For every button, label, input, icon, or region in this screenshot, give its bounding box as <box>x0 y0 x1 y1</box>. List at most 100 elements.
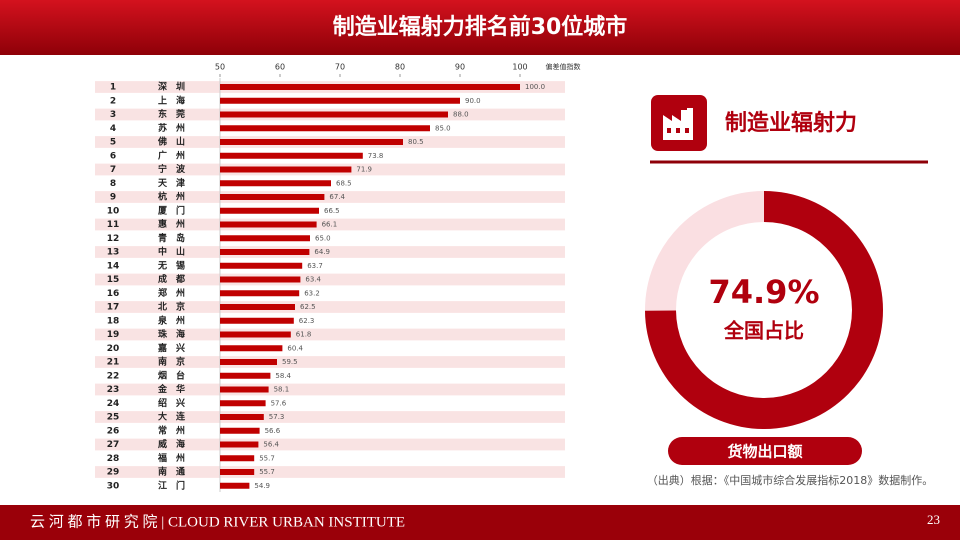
value-label: 66.5 <box>324 207 340 215</box>
city-label: 青岛 <box>158 232 194 244</box>
rank: 24 <box>107 399 120 409</box>
panel-heading: 制造业辐射力 <box>725 110 857 136</box>
city-label: 珠海 <box>158 328 194 340</box>
value-label: 54.9 <box>254 482 270 490</box>
value-label: 55.7 <box>259 468 275 476</box>
city-label: 郑州 <box>158 287 194 299</box>
city-label: 大连 <box>158 411 194 423</box>
value-label: 66.1 <box>322 221 338 229</box>
value-label: 57.3 <box>269 413 285 421</box>
value-label: 58.1 <box>274 386 290 394</box>
bar <box>220 249 310 255</box>
city-label: 烟台 <box>158 369 194 381</box>
city-label: 南京 <box>158 356 194 368</box>
rank: 30 <box>107 481 120 491</box>
bar <box>220 414 264 420</box>
rank: 8 <box>110 179 116 189</box>
x-tick-label: 70 <box>335 63 345 72</box>
bar <box>220 97 460 104</box>
city-label: 无锡 <box>157 259 194 271</box>
city-label: 中山 <box>158 246 194 258</box>
bar <box>220 441 259 448</box>
value-label: 63.4 <box>305 276 321 284</box>
city-label: 福州 <box>157 452 194 464</box>
value-label: 85.0 <box>435 124 451 132</box>
bar <box>220 194 325 200</box>
row-stripe <box>95 191 565 203</box>
rank: 20 <box>107 344 120 354</box>
bar <box>220 180 331 187</box>
row-stripe <box>95 438 565 451</box>
slide-title: 制造业辐射力排名前30位城市 <box>333 14 628 40</box>
bar <box>220 482 250 489</box>
bar <box>220 345 283 352</box>
bar <box>220 207 319 214</box>
rank: 23 <box>107 385 120 395</box>
city-label: 江门 <box>158 479 194 491</box>
rank: 2 <box>110 96 116 106</box>
footer-text: 云 河 都 市 研 究 院 | CLOUD RIVER URBAN INSTIT… <box>30 512 405 530</box>
bar <box>220 359 277 365</box>
donut-caption: 全国占比 <box>723 319 804 343</box>
city-label: 天津 <box>158 177 194 189</box>
page-number: 23 <box>927 512 940 527</box>
value-label: 65.0 <box>315 234 331 242</box>
value-label: 58.4 <box>275 372 291 380</box>
rank: 18 <box>107 316 120 326</box>
pill <box>668 437 862 465</box>
value-label: 67.4 <box>329 193 345 201</box>
city-label: 成都 <box>158 273 194 285</box>
row-stripe <box>95 273 565 286</box>
x-tick-label: 60 <box>275 63 285 72</box>
bar <box>220 400 266 407</box>
rank: 29 <box>107 468 120 478</box>
bar <box>220 372 271 379</box>
city-label: 上海 <box>158 94 194 106</box>
rank: 17 <box>107 303 120 313</box>
donut-value: 74.9% <box>708 273 819 311</box>
row-stripe <box>95 356 565 368</box>
city-label: 广州 <box>158 149 194 161</box>
bar <box>220 290 300 297</box>
value-label: 71.9 <box>356 166 372 174</box>
header-bar <box>0 0 960 55</box>
value-label: 59.5 <box>282 358 298 366</box>
value-label: 68.5 <box>336 179 352 187</box>
rank: 14 <box>107 261 120 271</box>
row-stripe <box>95 218 565 231</box>
x-tick-label: 50 <box>215 63 225 72</box>
rank: 26 <box>107 426 120 436</box>
rank: 1 <box>110 83 116 93</box>
rank: 27 <box>107 440 120 450</box>
rank: 11 <box>107 220 120 230</box>
bar <box>220 262 303 269</box>
bar <box>220 469 255 475</box>
value-label: 56.6 <box>265 427 281 435</box>
value-label: 61.8 <box>296 331 312 339</box>
row-stripe <box>95 328 565 341</box>
city-label: 深圳 <box>158 81 194 93</box>
footer-bar <box>0 505 960 540</box>
city-label: 金华 <box>157 383 194 395</box>
x-tick-label: 100 <box>512 63 527 72</box>
value-label: 55.7 <box>259 454 275 462</box>
rank: 4 <box>110 124 116 134</box>
rank: 15 <box>107 275 120 285</box>
pill-label: 货物出口额 <box>727 443 802 461</box>
bar <box>220 304 295 310</box>
x-axis-label: 偏差值指数 <box>546 62 581 71</box>
city-label: 嘉兴 <box>157 342 194 354</box>
bar <box>220 125 430 132</box>
rank: 12 <box>107 234 120 244</box>
bar <box>220 331 291 338</box>
city-label: 南通 <box>158 466 194 478</box>
row-stripe <box>95 411 565 423</box>
source-note: （出典）根据：《中国城市综合发展指标2018》数据制作。 <box>647 473 934 487</box>
bar <box>220 139 403 145</box>
rank: 10 <box>107 206 120 216</box>
bar <box>220 166 352 173</box>
bar <box>220 221 317 228</box>
value-label: 63.2 <box>304 289 320 297</box>
rank: 25 <box>107 413 120 423</box>
